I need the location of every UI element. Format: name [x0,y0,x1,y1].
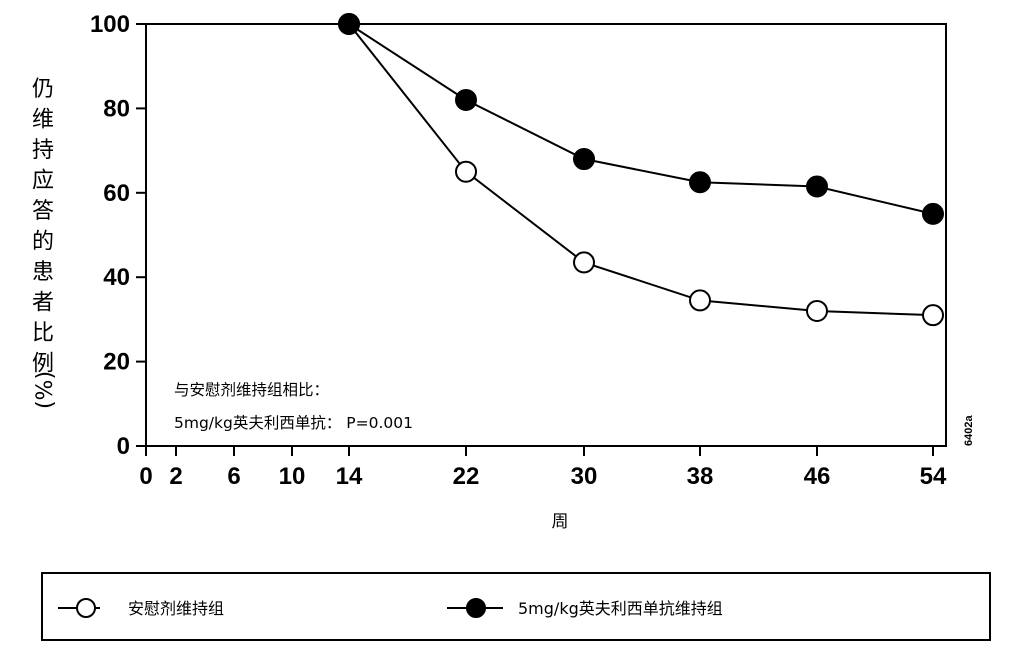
y-axis-label-char: 例 [32,352,54,377]
y-axis-label-char: 答 [32,199,54,224]
y-tick-label: 0 [117,433,130,460]
x-tick-label: 22 [453,463,480,490]
data-point-series-1 [806,175,828,198]
x-tick-label: 46 [804,463,831,490]
y-tick-label: 20 [103,349,130,376]
y-axis-label-char: 比 [32,321,54,346]
legend-marker-placebo [76,598,96,618]
y-axis-label-char: 仍 [32,77,54,102]
data-point-series-1 [689,171,711,194]
y-axis-label-char: 维 [32,108,54,133]
data-point-series-1 [573,148,595,171]
legend-label-placebo: 安慰剂维持组 [128,599,224,618]
figure-code: 6402a [963,415,975,446]
y-tick-label: 80 [103,95,130,122]
data-point-series-0 [689,289,711,312]
y-axis-label-char: 患 [32,260,54,285]
data-point-series-0 [806,299,828,322]
data-point-series-1 [922,202,944,225]
series-layer [338,13,944,327]
legend-box [41,572,991,641]
legend-marker-infliximab [466,598,486,618]
data-point-series-1 [338,13,360,35]
y-axis-ticks: 0 20 40 60 80 100 [90,11,146,460]
y-axis-label-char: 者 [32,291,54,316]
y-axis-label-char: 应 [32,169,54,194]
x-axis-ticks: 0 2 6 10 14 22 30 38 46 54 [139,446,947,490]
x-tick-label: 6 [227,463,240,490]
data-point-series-0 [922,304,944,327]
data-point-series-0 [573,251,595,274]
data-point-series-0 [455,160,477,183]
x-tick-label: 30 [571,463,598,490]
legend-item-infliximab: 5mg/kg英夫利西单抗维持组 [447,598,723,618]
y-tick-label: 40 [103,264,130,291]
x-tick-label: 2 [169,463,182,490]
series-line-0 [348,23,934,317]
x-tick-label: 10 [279,463,306,490]
annotation-line-2: 5mg/kg英夫利西单抗： P=0.001 [174,414,413,432]
x-tick-label: 54 [920,463,947,490]
x-axis-label: 周 [552,512,569,532]
annotation-line-1: 与安慰剂维持组相比： [174,380,329,399]
legend-label-infliximab: 5mg/kg英夫利西单抗维持组 [518,599,723,618]
plot-area-frame [145,23,947,447]
series-line-1 [348,23,934,215]
y-axis-unit: (%) [33,371,58,409]
data-point-series-1 [455,88,477,111]
y-axis-label-char: 的 [32,230,54,255]
legend-item-placebo: 安慰剂维持组 [58,598,224,618]
x-tick-label: 38 [687,463,714,490]
x-tick-label: 14 [336,463,363,490]
x-tick-label: 0 [139,463,152,490]
y-tick-label: 60 [103,180,130,207]
y-tick-label: 100 [90,11,130,38]
y-axis-label-char: 持 [32,138,54,163]
